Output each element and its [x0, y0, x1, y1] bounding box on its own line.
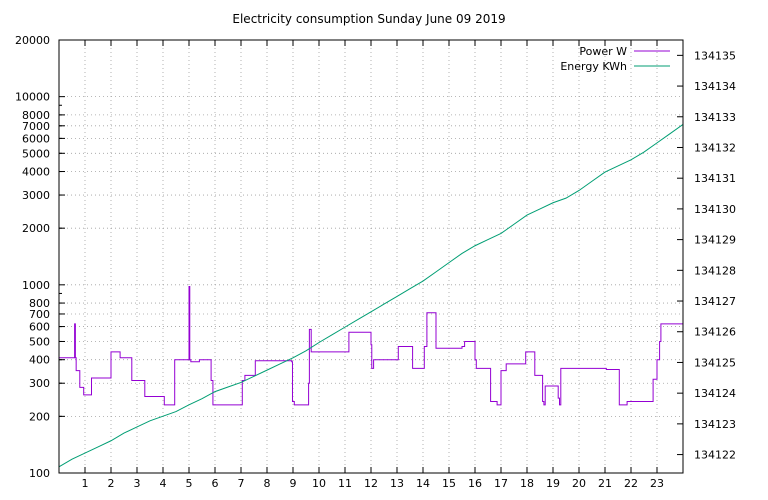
- x-tick-label: 22: [624, 477, 638, 490]
- y-right-tick-label: 134125: [694, 356, 736, 369]
- grid: [59, 40, 683, 473]
- x-tick-label: 16: [468, 477, 482, 490]
- x-tick-label: 10: [312, 477, 326, 490]
- x-tick-label: 23: [650, 477, 664, 490]
- y-right-tick-label: 134126: [694, 326, 736, 339]
- y-left-tick-label: 2000: [22, 222, 50, 235]
- y-left-tick-label: 3000: [22, 189, 50, 202]
- x-tick-label: 19: [546, 477, 560, 490]
- x-tick-label: 18: [520, 477, 534, 490]
- y-left-tick-label: 500: [29, 335, 50, 348]
- x-tick-label: 9: [290, 477, 297, 490]
- legend: Power W Energy KWh: [560, 45, 670, 73]
- series-layer: [58, 124, 684, 468]
- y-left-tick-label: 400: [29, 354, 50, 367]
- y-right-tick-label: 134128: [694, 264, 736, 277]
- y-right-tick-label: 134130: [694, 203, 736, 216]
- y-left-tick-label: 700: [29, 308, 50, 321]
- y-left-tick-label: 8000: [22, 109, 50, 122]
- y-left-tick-label: 600: [29, 321, 50, 334]
- x-tick-label: 4: [160, 477, 167, 490]
- y-left-tick-label: 100: [29, 467, 50, 480]
- y-left-tick-label: 300: [29, 377, 50, 390]
- y-right-tick-label: 134127: [694, 295, 736, 308]
- x-tick-label: 2: [108, 477, 115, 490]
- legend-label-energy-kwh: Energy KWh: [560, 60, 627, 73]
- y-left-tick-label: 200: [29, 410, 50, 423]
- x-tick-label: 13: [390, 477, 404, 490]
- y-right-tick-label: 134132: [694, 141, 736, 154]
- x-tick-label: 8: [264, 477, 271, 490]
- x-tick-label: 14: [416, 477, 430, 490]
- ticks: 1 2 3 4 5 6 7 8 9 10 11 12 13 14 15 16 17 18 19 20 21 22 23100…: [15, 34, 736, 490]
- x-tick-label: 3: [134, 477, 141, 490]
- x-tick-label: 5: [186, 477, 193, 490]
- x-tick-label: 21: [598, 477, 612, 490]
- x-tick-label: 20: [572, 477, 586, 490]
- y-right-tick-label: 134133: [694, 111, 736, 124]
- y-left-tick-label: 10000: [15, 91, 50, 104]
- series-line-power-w: [59, 285, 684, 406]
- x-tick-label: 15: [442, 477, 456, 490]
- y-right-tick-label: 134123: [694, 418, 736, 431]
- legend-label-power-w: Power W: [579, 45, 627, 58]
- y-right-tick-label: 134122: [694, 449, 736, 462]
- y-left-tick-label: 4000: [22, 166, 50, 179]
- y-left-tick-label: 1000: [22, 279, 50, 292]
- x-tick-label: 17: [494, 477, 508, 490]
- x-tick-label: 11: [338, 477, 352, 490]
- y-left-tick-label: 800: [29, 297, 50, 310]
- x-tick-label: 6: [212, 477, 219, 490]
- y-right-tick-label: 134134: [694, 80, 736, 93]
- y-right-tick-label: 134124: [694, 387, 736, 400]
- x-tick-label: 12: [364, 477, 378, 490]
- y-left-tick-label: 7000: [22, 120, 50, 133]
- chart-title: Electricity consumption Sunday June 09 2…: [232, 12, 505, 26]
- x-tick-label: 1: [82, 477, 89, 490]
- y-left-tick-label: 20000: [15, 34, 50, 47]
- y-right-tick-label: 134131: [694, 172, 736, 185]
- x-tick-label: 7: [238, 477, 245, 490]
- y-right-tick-label: 134135: [694, 49, 736, 62]
- y-right-tick-label: 134129: [694, 234, 736, 247]
- y-left-tick-label: 5000: [22, 147, 50, 160]
- y-left-tick-label: 6000: [22, 132, 50, 145]
- series-line-energy-kwh: [58, 124, 684, 468]
